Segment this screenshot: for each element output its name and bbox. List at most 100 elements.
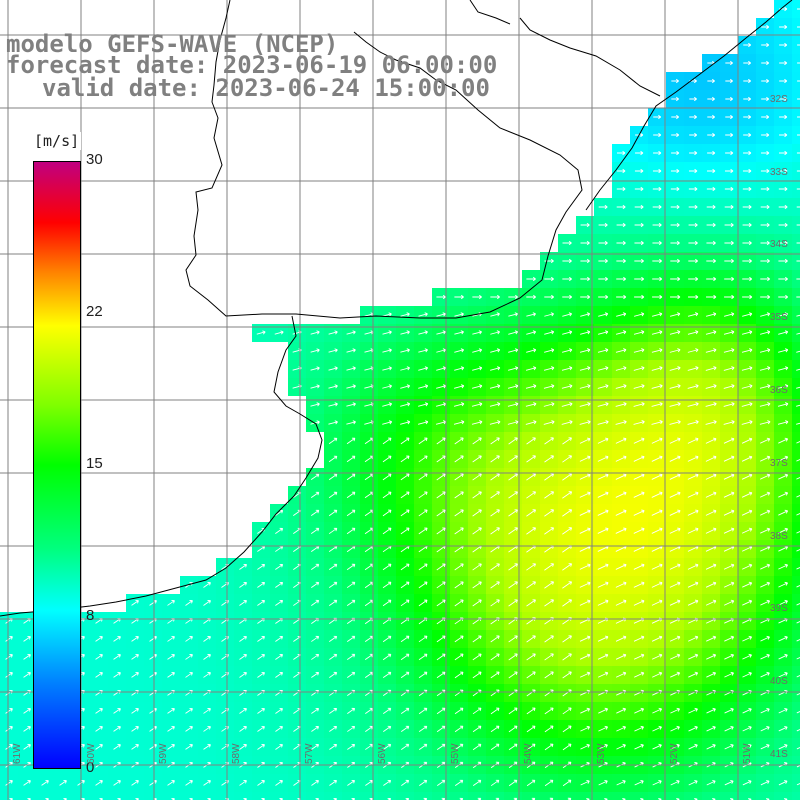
wind-arrow [544, 258, 554, 264]
wind-arrow [257, 581, 266, 588]
valid-date: valid date: 2023-06-24 15:00:00 [42, 74, 490, 102]
wind-arrow [671, 150, 680, 156]
wind-arrow [311, 599, 320, 606]
wind-arrow [311, 563, 320, 570]
wind-arrow [778, 744, 788, 750]
wind-arrow [167, 654, 175, 660]
wind-arrow [760, 491, 771, 498]
speed-cell [792, 576, 800, 594]
wind-arrow [597, 563, 609, 570]
wind-arrow [633, 384, 645, 389]
colorbar-unit-label: [m/s] [32, 132, 82, 150]
wind-arrow [725, 150, 734, 156]
wind-arrow [167, 672, 175, 678]
wind-arrow [615, 527, 627, 534]
wind-arrow [742, 707, 752, 714]
wind-arrow [418, 527, 428, 535]
wind-arrow [724, 743, 734, 750]
wind-arrow [329, 743, 338, 750]
wind-arrow [59, 780, 67, 786]
wind-arrow [797, 8, 800, 10]
wind-arrow [5, 744, 13, 750]
wind-arrow [778, 258, 788, 264]
wind-arrow [633, 581, 645, 588]
wind-arrow [579, 509, 591, 516]
speed-cell [792, 792, 800, 800]
wind-arrow [185, 780, 193, 786]
wind-arrow [382, 491, 392, 499]
wind-arrow [652, 258, 662, 264]
wind-arrow [760, 258, 770, 264]
wind-arrow [113, 726, 121, 732]
wind-arrow [562, 491, 573, 499]
wind-arrow [796, 656, 800, 660]
wind-arrow [759, 384, 771, 389]
wind-arrow [526, 348, 537, 353]
wind-arrow [796, 548, 800, 552]
wind-arrow [418, 348, 428, 353]
wind-arrow [796, 206, 800, 208]
colorbar [33, 161, 81, 769]
speed-cell [630, 792, 648, 800]
wind-arrow [23, 780, 31, 786]
wind-arrow [239, 726, 247, 732]
wind-arrow [652, 779, 662, 786]
wind-arrow [687, 420, 699, 425]
wind-arrow [239, 582, 247, 588]
wind-arrow [382, 420, 393, 425]
wind-arrow [778, 168, 788, 174]
wind-arrow [508, 312, 518, 317]
wind-arrow [346, 635, 356, 643]
wind-arrow [275, 527, 284, 534]
wind-arrow [526, 437, 536, 445]
wind-arrow [725, 78, 733, 84]
wind-arrow [688, 204, 698, 210]
coastline [0, 0, 793, 617]
wind-arrow [544, 473, 554, 481]
speed-cell [684, 792, 702, 800]
wind-arrow [688, 653, 699, 660]
wind-arrow [400, 509, 410, 517]
wind-arrow [525, 420, 537, 425]
wind-arrow [23, 672, 31, 678]
wind-arrow [544, 491, 555, 499]
speed-cell [792, 594, 800, 612]
wind-arrow [742, 204, 752, 210]
wind-arrow [579, 563, 591, 570]
wind-arrow [796, 530, 800, 534]
wind-arrow [135, 798, 139, 800]
wind-arrow [113, 708, 121, 714]
wind-arrow [724, 294, 735, 300]
wind-arrow [579, 384, 591, 389]
wind-arrow [777, 402, 789, 407]
wind-arrow [759, 348, 771, 353]
wind-arrow [616, 204, 626, 210]
wind-arrow [310, 348, 320, 353]
wind-arrow [634, 222, 644, 228]
lon-label: 53W [596, 743, 607, 764]
wind-arrow [760, 563, 771, 570]
wind-arrow [113, 744, 121, 750]
wind-arrow [778, 671, 788, 678]
wind-arrow [472, 491, 482, 499]
wind-arrow [633, 473, 645, 480]
wind-arrow [670, 294, 681, 300]
lon-label: 61W [12, 743, 23, 764]
wind-arrow [580, 258, 590, 264]
wind-arrow [310, 527, 320, 535]
lat-label: 35S [770, 312, 788, 323]
wind-arrow [651, 509, 663, 516]
wind-arrow [95, 726, 103, 732]
wind-arrow [490, 599, 500, 607]
wind-arrow [761, 96, 770, 102]
wind-arrow [544, 276, 554, 282]
wind-arrow [382, 402, 393, 407]
wind-arrow [274, 330, 284, 335]
wind-arrow [471, 384, 483, 389]
wind-arrow [454, 563, 464, 571]
colorbar-tick-22: 22 [86, 303, 103, 320]
wind-arrow [562, 330, 573, 335]
wind-arrow [5, 654, 13, 660]
wind-arrow [742, 671, 752, 678]
